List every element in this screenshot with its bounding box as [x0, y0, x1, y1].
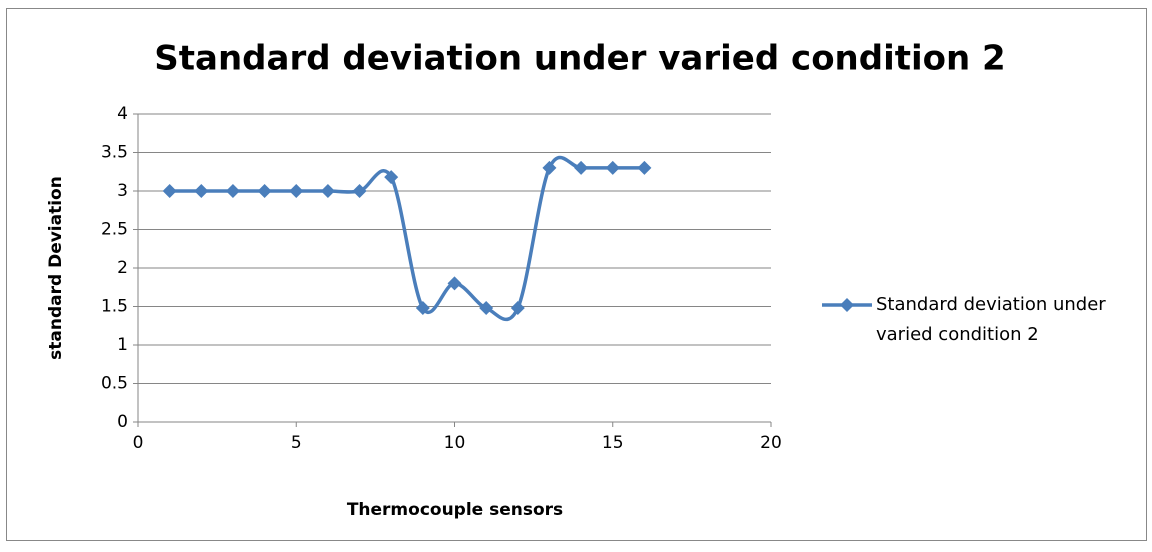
data-point [257, 184, 272, 198]
data-point [384, 170, 399, 185]
x-tick-label: 10 [444, 433, 466, 453]
y-tick-label: 3 [117, 181, 128, 201]
data-point [225, 184, 240, 198]
data-point [479, 301, 494, 316]
series-line [169, 155, 645, 322]
data-point [320, 184, 335, 198]
y-tick-label: 1.5 [101, 297, 128, 317]
chart-border [6, 8, 1147, 541]
data-point [510, 301, 525, 316]
x-tick-label: 0 [133, 433, 144, 453]
chart-title: Standard deviation under varied conditio… [154, 39, 1005, 79]
y-axis-label: standard Deviation [46, 176, 66, 360]
y-tick-label: 3.5 [101, 143, 128, 163]
y-tick-label: 2 [117, 258, 128, 278]
data-point [194, 184, 209, 198]
y-tick-label: 0 [117, 412, 128, 432]
y-tick-label: 4 [117, 104, 128, 124]
data-point [352, 184, 367, 198]
legend-marker [840, 298, 854, 312]
data-point [415, 301, 430, 316]
data-point [637, 160, 652, 175]
data-point [447, 276, 462, 291]
y-tick-label: 2.5 [101, 220, 128, 240]
data-point [162, 184, 177, 198]
x-tick-label: 5 [291, 433, 302, 453]
y-tick-label: 1 [117, 335, 128, 355]
legend-label: Standard deviation under varied conditio… [876, 294, 1106, 345]
data-point [289, 184, 304, 198]
x-tick-label: 15 [602, 433, 624, 453]
data-point [605, 160, 620, 175]
data-point [574, 160, 589, 175]
y-tick-label: 0.5 [101, 374, 128, 394]
x-tick-label: 20 [760, 433, 782, 453]
data-point [542, 160, 557, 175]
x-axis-label: Thermocouple sensors [347, 500, 563, 520]
